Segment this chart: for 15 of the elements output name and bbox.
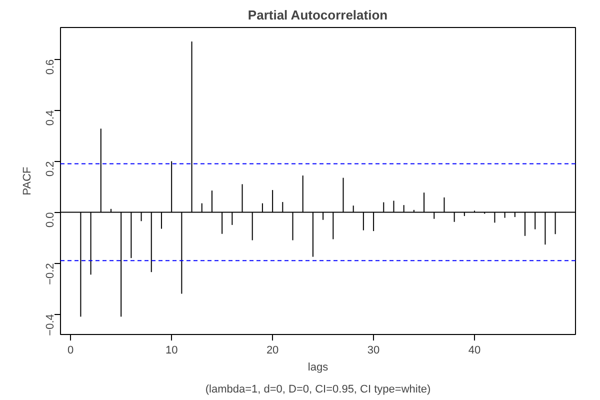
x-tick-label: 40: [468, 344, 481, 356]
y-tick-label: −0.4: [44, 314, 56, 336]
x-tick-label: 0: [68, 344, 74, 356]
y-tick-label: 0.6: [44, 59, 56, 75]
x-tick-label: 30: [367, 344, 380, 356]
x-axis-title: lags: [308, 362, 329, 374]
x-tick-label: 20: [266, 344, 279, 356]
text: (lambda=1, d=0, D=0, CI=0.95, CI type=white): [205, 384, 431, 396]
y-tick-label: 0.4: [44, 110, 56, 126]
y-axis-title: PACF: [22, 166, 34, 196]
y-tick-label: −0.2: [44, 263, 56, 285]
x-tick-label: 10: [165, 344, 178, 356]
y-tick-label: 0.0: [44, 212, 56, 228]
y-tick-label: 0.2: [44, 161, 56, 177]
chart-title: Partial Autocorrelation: [248, 8, 388, 22]
